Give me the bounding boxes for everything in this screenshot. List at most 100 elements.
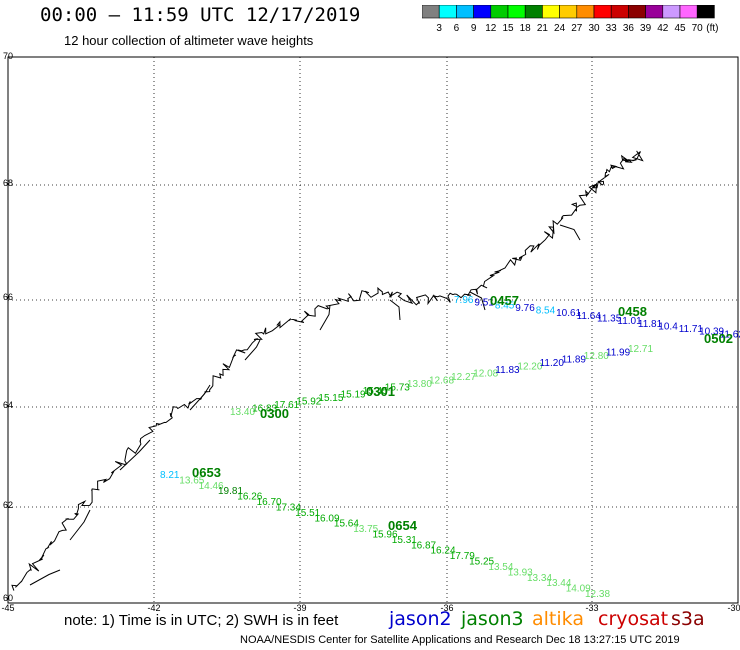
legend-label: 36 — [623, 23, 635, 34]
wave-height-value: 10.39 — [699, 327, 724, 338]
legend-label: 6 — [454, 23, 460, 34]
wave-height-value: 11.99 — [606, 348, 631, 359]
longitude-label: -33 — [585, 603, 598, 613]
pass-time-label: 0300 — [260, 406, 289, 421]
legend-label: 70 — [692, 23, 704, 34]
wave-height-value: 15.45 — [363, 386, 388, 397]
wave-height-value: 12.20 — [517, 362, 542, 373]
wave-height-value: 17.34 — [276, 503, 301, 514]
wave-height-value: 9.76 — [515, 303, 535, 314]
wave-height-value: 16.26 — [237, 492, 262, 503]
wave-height-value: 17.79 — [450, 551, 475, 562]
wave-height-value: 11.71 — [679, 324, 704, 335]
wave-height-value: 8.21 — [160, 470, 180, 481]
wave-height-value: 16.83 — [252, 404, 277, 415]
pass-time-label: 0502 — [704, 331, 733, 346]
map-subtitle: 12 hour collection of altimeter wave hei… — [64, 33, 314, 48]
wave-height-value: 15.92 — [296, 397, 321, 408]
pass-time-label: 0458 — [618, 304, 647, 319]
legend-label: 45 — [674, 23, 686, 34]
longitude-label: -36 — [440, 603, 453, 613]
wave-height-value: 14.09 — [566, 584, 591, 595]
wave-height-value: 13.65 — [179, 475, 204, 486]
wave-height-value: 16.70 — [257, 497, 282, 508]
altimeter-tracks: 7.96 9.51 8.45 9.76 8.54 10.6111.6411.3511.01… — [160, 293, 740, 600]
wave-height-value: 11.35 — [597, 314, 622, 325]
wave-height-value: 13.75 — [353, 524, 378, 535]
color-scale-legend: 3 6 9 12 15 18 21 24 27 30 33 36 39 42 45 70 (ft) — [422, 5, 719, 34]
legend-label: 9 — [471, 23, 477, 34]
longitude-label: -30 — [727, 603, 740, 613]
latitude-label: 62 — [3, 500, 13, 510]
pass-time-label: 0654 — [388, 518, 418, 533]
legend-unit: (ft) — [706, 23, 718, 34]
wave-height-value: 13.44 — [546, 578, 571, 589]
longitude-label: -42 — [147, 603, 160, 613]
wave-height-value: 9.51 — [474, 298, 494, 309]
wave-height-value: 13.34 — [527, 573, 552, 584]
graticule — [8, 57, 738, 603]
satellite-name: cryosat — [598, 608, 669, 630]
wave-height-value: 7.96 — [454, 295, 474, 306]
wave-height-value: 11.62 — [720, 329, 740, 340]
map-title: 00:00 – 11:59 UTC 12/17/2019 — [40, 4, 361, 26]
fjord-line — [119, 439, 151, 471]
axis-labels: 70 68 66 64 62 60-45 -42 -39 -36 -33 -30 — [1, 51, 740, 613]
wave-height-value: 12.80 — [584, 351, 609, 362]
latitude-label: 68 — [3, 178, 13, 188]
pass-time-label: 0457 — [490, 293, 519, 308]
wave-height-value: 13.93 — [508, 567, 533, 578]
wave-height-value: 12.68 — [429, 376, 454, 387]
wave-height-value: 12.71 — [628, 344, 653, 355]
longitude-label: -45 — [1, 603, 14, 613]
pass-time-label: 0301 — [366, 384, 395, 399]
wave-height-value: 11.81 — [638, 319, 663, 330]
wave-height-value: 12.27 — [451, 372, 476, 383]
wave-height-value: 11.01 — [617, 316, 642, 327]
wave-height-value: 15.25 — [469, 557, 494, 568]
legend-label: 21 — [537, 23, 549, 34]
wave-height-value: 8.54 — [536, 306, 556, 317]
coastline-path — [11, 150, 644, 591]
legend-label: 27 — [571, 23, 583, 34]
satellite-name: altika — [532, 608, 584, 630]
wave-height-value: 15.51 — [295, 508, 320, 519]
wave-height-value: 10.4 — [658, 321, 678, 332]
fjord-line — [469, 291, 486, 311]
legend-label: 12 — [485, 23, 497, 34]
fjord-line — [319, 304, 331, 331]
wave-height-value: 16.09 — [315, 513, 340, 524]
credit-line: NOAA/NESDIS Center for Satellite Applica… — [240, 634, 680, 646]
wave-height-value: 15.96 — [373, 530, 398, 541]
wave-height-value: 11.20 — [540, 358, 565, 369]
units-note: note: 1) Time is in UTC; 2) SWH is in fe… — [64, 612, 339, 629]
legend-swatch — [696, 5, 715, 19]
legend-label: 18 — [520, 23, 532, 34]
legend-label: 39 — [640, 23, 652, 34]
legend-label: 42 — [657, 23, 669, 34]
wave-height-value: 11.89 — [562, 355, 587, 366]
wave-height-value: 13.40 — [230, 407, 255, 418]
wave-height-value: 13.54 — [488, 562, 513, 573]
wave-height-value: 17.61 — [274, 400, 299, 411]
map-frame — [7, 56, 739, 604]
greenland-coastline — [11, 150, 644, 591]
wave-height-value: 11.83 — [495, 365, 520, 376]
fjord-line — [69, 509, 91, 541]
wave-height-value: 14.46 — [199, 481, 224, 492]
wave-height-value: 15.64 — [334, 519, 359, 530]
satellite-name: s3a — [671, 608, 705, 630]
satellite-name: jason3 — [461, 608, 524, 630]
wave-height-value: 8.45 — [495, 300, 515, 311]
wave-height-value: 19.81 — [218, 486, 243, 497]
legend-label: 24 — [554, 23, 566, 34]
wave-height-value: 15.19 — [341, 390, 366, 401]
wave-height-value: 15.73 — [385, 383, 410, 394]
latitude-label: 60 — [3, 593, 13, 603]
wave-height-value: 12.08 — [473, 369, 498, 380]
latitude-label: 70 — [3, 51, 13, 61]
wave-height-value: 12.38 — [585, 589, 610, 600]
fjord-line — [29, 569, 61, 586]
longitude-label: -39 — [293, 603, 306, 613]
